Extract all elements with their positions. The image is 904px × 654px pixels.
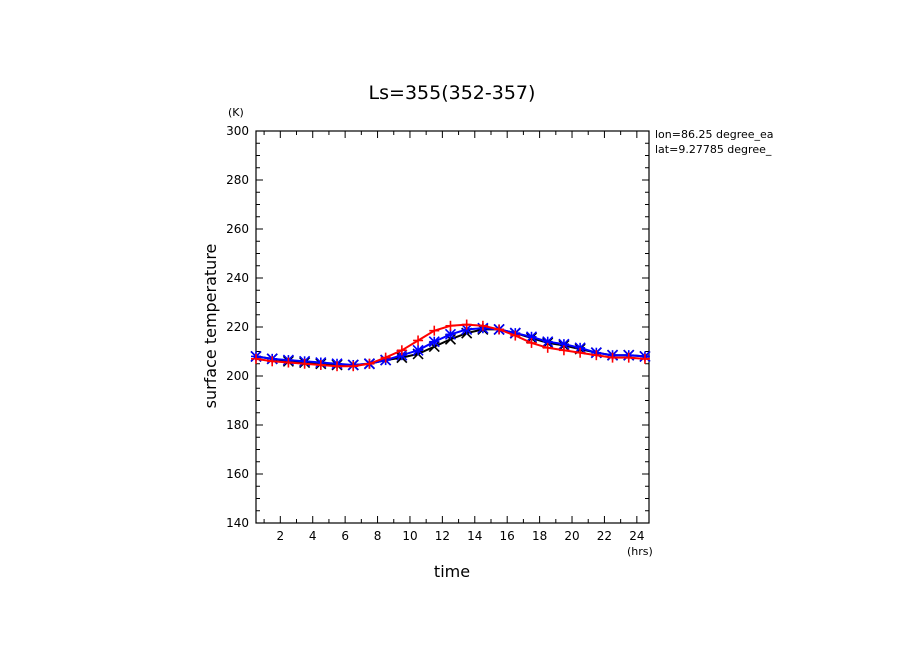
- data-point-plus: [364, 358, 375, 369]
- data-point-plus: [315, 359, 326, 370]
- y-tick-label: 140: [226, 516, 249, 530]
- x-tick-label: 20: [564, 529, 579, 543]
- y-tick-label: 260: [226, 222, 249, 236]
- y-tick-label: 200: [226, 369, 249, 383]
- x-tick-label: 18: [532, 529, 547, 543]
- series-line-2: [255, 323, 649, 368]
- y-tick-label: 280: [226, 173, 249, 187]
- data-point-plus: [396, 345, 407, 356]
- data-point-plus: [299, 358, 310, 369]
- y-tick-label: 240: [226, 271, 249, 285]
- data-point-plus: [413, 335, 424, 346]
- x-tick-label: 12: [435, 529, 450, 543]
- data-point-star: [412, 344, 424, 356]
- y-tick-label: 180: [226, 418, 249, 432]
- data-point-plus: [494, 324, 505, 335]
- x-tick-label: 10: [402, 529, 417, 543]
- x-tick-label: 24: [629, 529, 644, 543]
- x-tick-label: 14: [467, 529, 482, 543]
- data-point-plus: [332, 361, 343, 372]
- y-tick-label: 300: [226, 124, 249, 138]
- data-point-plus: [283, 357, 294, 368]
- data-point-star: [428, 336, 440, 348]
- data-point-plus: [510, 330, 521, 341]
- data-point-plus: [267, 356, 278, 367]
- data-point-plus: [348, 361, 359, 372]
- x-axis-label: time: [434, 562, 470, 581]
- annotation-lat: lat=9.27785 degree_: [655, 143, 772, 156]
- data-point-plus: [607, 352, 618, 363]
- data-point-plus: [461, 319, 472, 330]
- series-group: [250, 319, 651, 372]
- data-point-plus: [591, 350, 602, 361]
- y-tick-label: 220: [226, 320, 249, 334]
- data-point-plus: [445, 320, 456, 331]
- x-tick-label: 2: [276, 529, 284, 543]
- y-unit-label: (K): [228, 106, 244, 119]
- data-point-plus: [477, 320, 488, 331]
- x-unit-label: (hrs): [627, 545, 653, 558]
- x-tick-label: 22: [597, 529, 612, 543]
- data-point-plus: [558, 345, 569, 356]
- data-point-plus: [575, 347, 586, 358]
- x-tick-label: 6: [341, 529, 349, 543]
- data-point-plus: [251, 353, 261, 364]
- data-point-plus: [623, 352, 634, 363]
- y-axis-label: surface temperature: [201, 244, 220, 409]
- annotation-lon: lon=86.25 degree_ea: [655, 128, 774, 141]
- data-point-plus: [429, 325, 440, 336]
- y-tick-label: 160: [226, 467, 249, 481]
- data-point-plus: [639, 353, 650, 364]
- plot-frame: [255, 130, 650, 524]
- data-point-plus: [526, 337, 537, 348]
- data-point-plus: [542, 342, 553, 353]
- chart-title: Ls=355(352-357): [369, 82, 536, 104]
- data-point-plus: [380, 352, 391, 363]
- x-tick-label: 16: [500, 529, 515, 543]
- x-tick-label: 4: [309, 529, 317, 543]
- x-tick-label: 8: [374, 529, 382, 543]
- data-point-star: [444, 328, 457, 340]
